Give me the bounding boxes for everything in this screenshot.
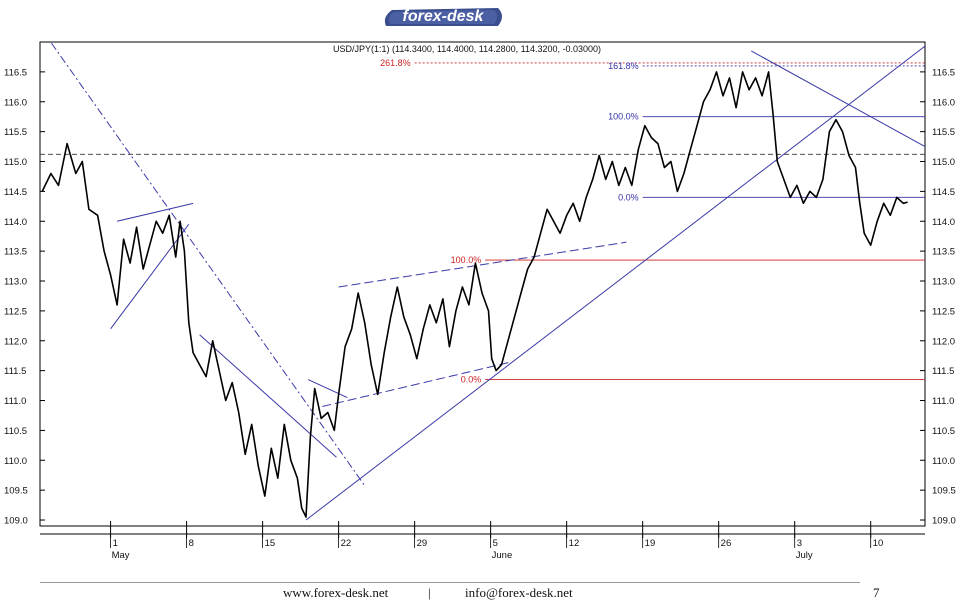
- y-tick-label-right: 111.0: [932, 396, 954, 407]
- forex-desk-logo: forex-desk: [380, 6, 506, 28]
- month-label: May: [112, 550, 130, 561]
- y-tick-label-left: 110.5: [4, 426, 27, 437]
- y-tick-label-left: 109.0: [4, 516, 28, 527]
- chart-title: USD/JPY(1:1) (114.3400, 114.4000, 114.28…: [333, 44, 601, 54]
- x-tick-label: 15: [265, 538, 276, 549]
- fib-level-label: 161.8%: [608, 61, 639, 71]
- y-tick-label-right: 113.0: [932, 277, 955, 288]
- y-tick-label-right: 115.5: [932, 127, 955, 138]
- y-tick-label-right: 115.0: [932, 157, 955, 168]
- y-tick-label-right: 114.0: [932, 217, 955, 228]
- price-chart: 116.5 116.5 116.0 116.0 115.5 115.5 115.0 115.0…: [4, 41, 956, 561]
- logo-badge: [384, 8, 502, 26]
- trendline: [308, 379, 348, 398]
- y-tick-label-right: 116.0: [932, 97, 955, 108]
- x-tick-label: 3: [797, 538, 802, 549]
- x-tick-label: 12: [569, 538, 580, 549]
- x-tick-label: 8: [189, 538, 194, 549]
- fib-level-label: 100.0%: [608, 112, 639, 122]
- y-tick-label-left: 116.5: [4, 67, 27, 78]
- y-tick-label-right: 110.5: [932, 426, 955, 437]
- y-tick-label-right: 113.5: [932, 247, 955, 258]
- y-tick-label-right: 109.0: [932, 516, 956, 527]
- y-tick-label-left: 113.0: [4, 277, 27, 288]
- plot-frame: [39, 41, 926, 527]
- y-tick-label-left: 114.5: [4, 187, 27, 198]
- x-tick-label: 5: [493, 538, 498, 549]
- trendline: [110, 223, 190, 330]
- x-tick-label: 1: [113, 538, 118, 549]
- y-tick-label-left: 113.5: [4, 247, 27, 258]
- y-tick-label-left: 112.0: [4, 336, 27, 347]
- y-tick-label-right: 114.5: [932, 187, 955, 198]
- fib-level-label: 0.0%: [461, 375, 482, 385]
- y-tick-label-left: 111.5: [4, 366, 26, 377]
- y-tick-label-right: 112.5: [932, 306, 955, 317]
- y-tick-label-right: 110.0: [932, 456, 955, 467]
- footer: www.forex-desk.net | info@forex-desk.net…: [0, 584, 960, 602]
- y-tick-label-left: 112.5: [4, 306, 27, 317]
- y-tick-label-left: 115.5: [4, 127, 27, 138]
- price-series-line: [41, 71, 908, 518]
- trendline: [50, 42, 367, 488]
- y-tick-label-right: 109.5: [932, 486, 956, 497]
- x-tick-label: 10: [873, 538, 884, 549]
- logo-text: forex-desk: [402, 8, 484, 25]
- trendline: [199, 334, 337, 458]
- trendline: [322, 361, 513, 407]
- fib-level-label: 0.0%: [618, 192, 639, 202]
- footer-rule: [40, 582, 860, 583]
- fib-level-label: 261.8%: [380, 58, 411, 68]
- x-tick-label: 29: [417, 538, 428, 549]
- y-tick-label-left: 111.0: [4, 396, 26, 407]
- x-tick-label: 19: [645, 538, 656, 549]
- y-tick-label-right: 111.5: [932, 366, 954, 377]
- overlay-group: [40, 42, 925, 521]
- x-tick-label: 22: [341, 538, 352, 549]
- trendline: [751, 50, 925, 148]
- trendline: [305, 45, 925, 521]
- footer-email[interactable]: info@forex-desk.net: [465, 585, 573, 600]
- x-tick-label: 26: [721, 538, 732, 549]
- y-tick-label-right: 112.0: [932, 336, 955, 347]
- trendline: [116, 202, 194, 222]
- footer-page-number: 7: [873, 585, 880, 600]
- month-label: June: [492, 550, 513, 561]
- y-tick-label-left: 116.0: [4, 97, 27, 108]
- y-tick-label-left: 115.0: [4, 157, 27, 168]
- footer-separator: |: [428, 585, 431, 600]
- y-tick-label-right: 116.5: [932, 67, 955, 78]
- trendline: [338, 241, 627, 288]
- y-tick-label-left: 110.0: [4, 456, 27, 467]
- y-tick-label-left: 109.5: [4, 486, 28, 497]
- y-tick-label-left: 114.0: [4, 217, 27, 228]
- footer-website[interactable]: www.forex-desk.net: [283, 585, 389, 600]
- fib-level-label: 100.0%: [451, 255, 482, 265]
- month-label: July: [796, 550, 813, 561]
